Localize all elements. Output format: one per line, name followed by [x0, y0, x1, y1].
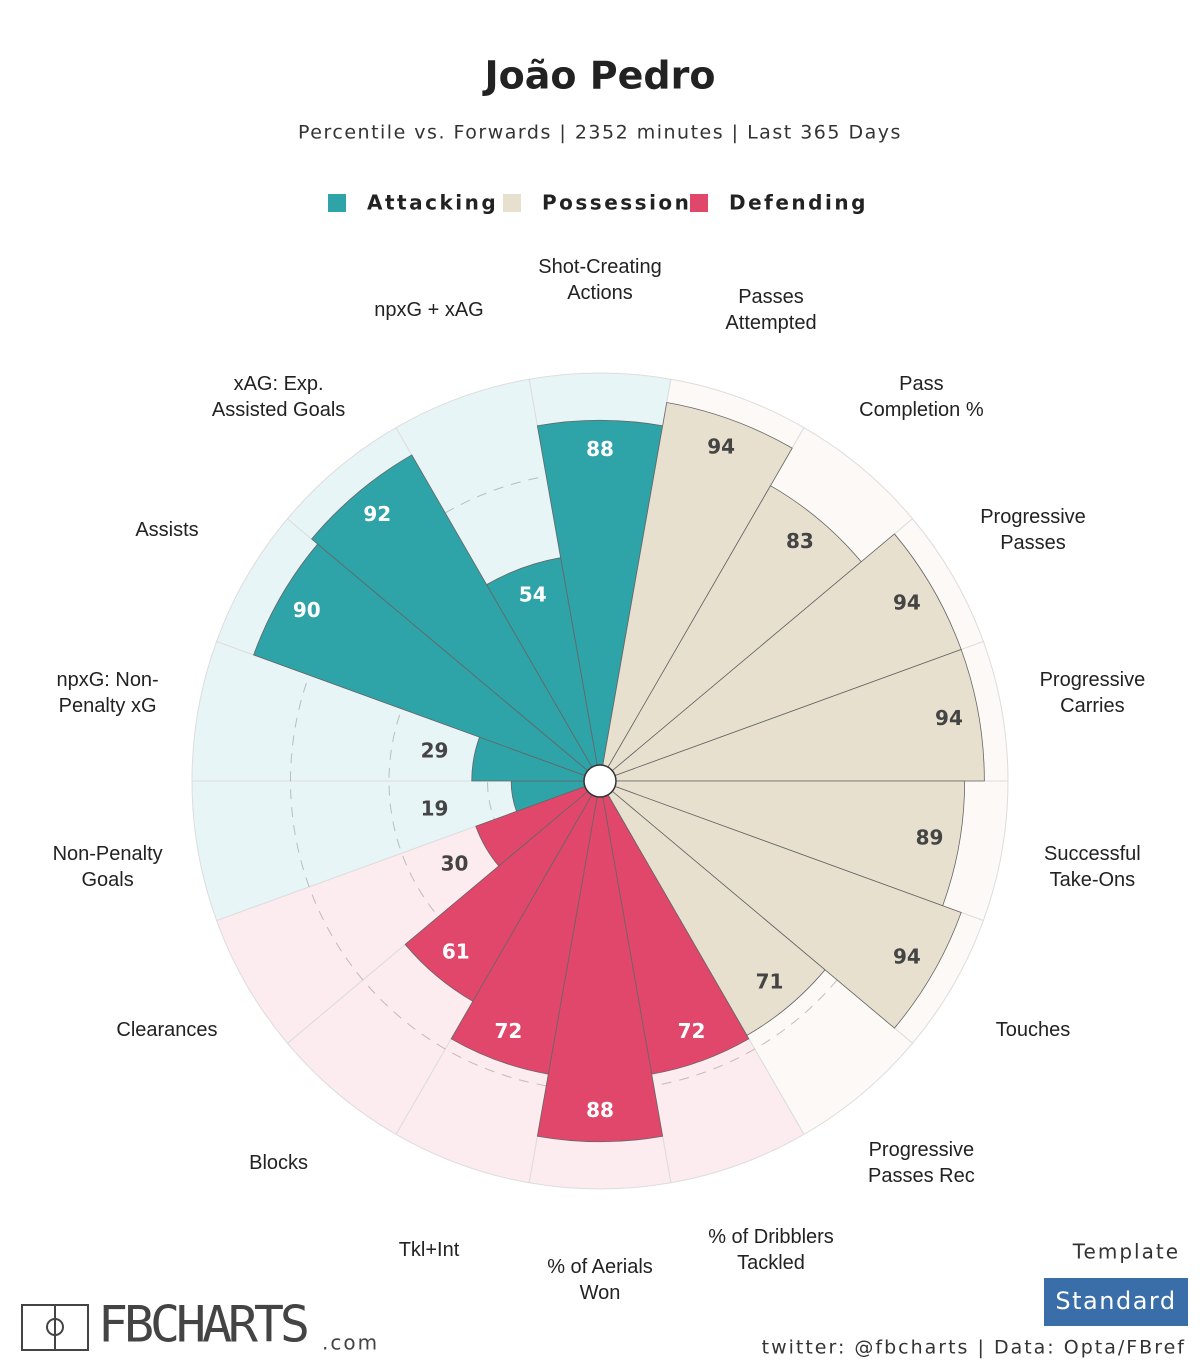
category-label: xAG: Exp. Assisted Goals	[212, 373, 345, 421]
bars	[253, 402, 985, 1143]
value-label: 88	[586, 437, 614, 461]
category-label: Blocks	[249, 1152, 308, 1174]
category-label-line: Touches	[996, 1019, 1071, 1041]
legend-swatch	[328, 194, 346, 212]
category-label-line: Progressive	[869, 1139, 975, 1161]
template-box	[1044, 1278, 1188, 1326]
chart-title: João Pedro	[482, 54, 716, 98]
category-label-line: xAG: Exp.	[234, 373, 324, 395]
logo-pitch	[46, 1318, 64, 1336]
template: Standard	[1055, 1287, 1176, 1315]
category-label: Touches	[996, 1019, 1071, 1041]
category-label-line: Non-Penalty	[53, 843, 163, 865]
value-label: 94	[935, 706, 963, 730]
category-label: Non-Penalty Goals	[53, 843, 163, 891]
category-label: Pass Completion %	[859, 373, 984, 421]
value-label: 94	[893, 590, 921, 614]
legend-label: Defending	[729, 191, 868, 215]
category-label: Passes Attempted	[725, 286, 816, 334]
category-label: npxG: Non- Penalty xG	[56, 669, 158, 717]
category-label-line: Successful	[1044, 843, 1141, 865]
category-label: Tkl+Int	[399, 1239, 460, 1261]
value-label: 19	[421, 797, 449, 821]
value-label: 88	[586, 1098, 614, 1122]
template-label: Template	[1072, 1240, 1180, 1264]
category-label-line: Take-Ons	[1050, 869, 1136, 891]
value-label: 83	[786, 529, 814, 553]
legend-label: Possession	[542, 191, 691, 215]
category-label-line: Tkl+Int	[399, 1239, 460, 1261]
category-label-line: Passes Rec	[868, 1165, 975, 1187]
value-label: 89	[916, 826, 944, 850]
category-label: Progressive Passes Rec	[868, 1139, 975, 1187]
category-label-line: Completion %	[859, 399, 984, 421]
value-label: 71	[756, 970, 784, 994]
category-label-line: Won	[580, 1282, 621, 1304]
category-label-line: Carries	[1060, 695, 1124, 717]
chart-subtitle: Percentile vs. Forwards | 2352 minutes |…	[298, 122, 902, 144]
footer: twitter: @fbcharts | Data: Opta/FBref	[762, 1337, 1186, 1359]
category-label-line: Actions	[567, 282, 633, 304]
legend-swatch	[503, 194, 521, 212]
category-label-line: Progressive	[1040, 669, 1146, 691]
category-label-line: % of Aerials	[547, 1256, 653, 1278]
logo-suffix: .com	[322, 1331, 379, 1355]
logo: FBCHARTS	[98, 1296, 316, 1354]
category-label: Progressive Passes	[980, 506, 1086, 554]
value-label: 72	[678, 1019, 706, 1043]
value-label: 92	[363, 502, 391, 526]
center-hole	[583, 764, 617, 798]
value-label: 90	[293, 598, 321, 622]
value-label: 29	[421, 738, 449, 762]
category-label: npxG + xAG	[374, 299, 484, 321]
category-label: Clearances	[116, 1019, 217, 1041]
value-label: 54	[519, 583, 547, 607]
value-label: 94	[893, 945, 921, 969]
category-label-line: Blocks	[249, 1152, 308, 1174]
legend-label: Attacking	[367, 191, 498, 215]
category-label: Successful Take-Ons	[1044, 843, 1141, 891]
category-label-line: Passes	[738, 286, 804, 308]
category-label-line: Clearances	[116, 1019, 217, 1041]
category-label: % of Aerials Won	[547, 1256, 653, 1304]
category-label-line: npxG: Non-	[56, 669, 158, 691]
category-label-line: Progressive	[980, 506, 1086, 528]
plot-area: 88 Shot-Creating Actions 94 Passes Attempted 8…	[53, 256, 1146, 1304]
value-label: 94	[707, 435, 735, 459]
category-label-line: Penalty xG	[59, 695, 157, 717]
category-label: Progressive Carries	[1040, 669, 1146, 717]
category-label-line: Shot-Creating	[538, 256, 661, 278]
category-label-line: % of Dribblers	[708, 1226, 834, 1248]
labels: 88 Shot-Creating Actions 94 Passes Attempted 8…	[53, 256, 1146, 1304]
category-label-line: Goals	[81, 869, 133, 891]
category-label: % of Dribblers Tackled	[708, 1226, 834, 1274]
category-label: Shot-Creating Actions	[538, 256, 661, 304]
value-label: 30	[441, 852, 469, 876]
category-label-line: npxG + xAG	[374, 299, 484, 321]
category-label-line: Attempted	[725, 312, 816, 334]
category-label-line: Tackled	[737, 1252, 805, 1274]
value-label: 61	[442, 939, 470, 963]
category-label-line: Passes	[1000, 532, 1066, 554]
category-label: Assists	[135, 519, 198, 541]
category-label-line: Pass	[899, 373, 943, 395]
legend-swatch	[690, 194, 708, 212]
category-label-line: Assists	[135, 519, 198, 541]
category-label-line: Assisted Goals	[212, 399, 345, 421]
value-label: 72	[495, 1019, 523, 1043]
